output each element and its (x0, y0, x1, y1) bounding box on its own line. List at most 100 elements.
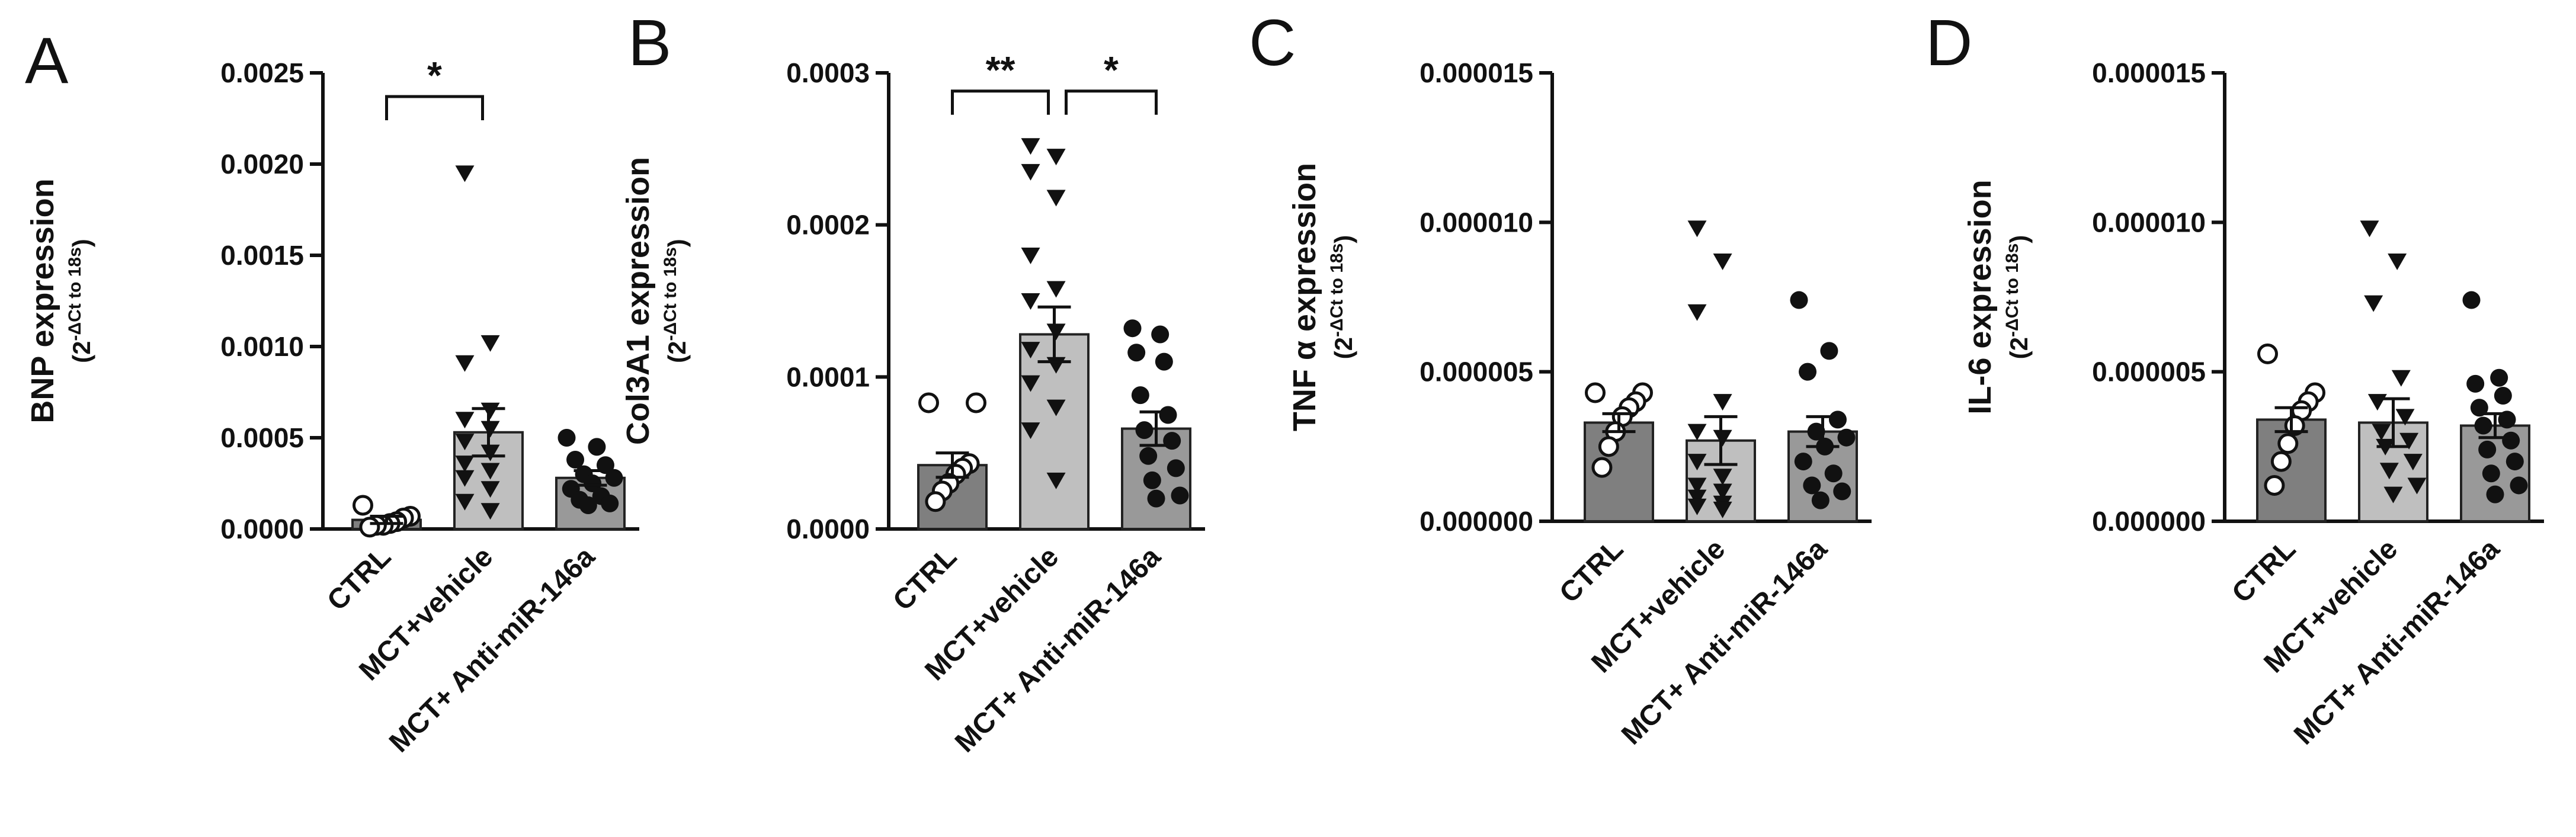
data-point (1687, 489, 1707, 506)
data-point (1687, 424, 1707, 441)
significance-label: * (1104, 49, 1119, 91)
data-point (2360, 220, 2379, 238)
significance-label: ** (986, 49, 1015, 91)
data-point (1046, 399, 1066, 416)
data-point (1820, 342, 1838, 360)
data-point (480, 402, 500, 419)
data-point (558, 429, 576, 447)
data-point (2505, 453, 2524, 471)
data-point (1167, 459, 1185, 477)
significance-label: * (427, 54, 442, 97)
y-axis-sublabel-close: ) (2005, 235, 2033, 243)
data-point (1123, 319, 1142, 338)
data-point (1713, 394, 1732, 411)
data-point (2257, 343, 2278, 364)
data-point (1021, 163, 1040, 181)
data-point (480, 335, 500, 352)
x-tick-label: CTRL (887, 541, 963, 617)
data-point (1135, 421, 1154, 440)
data-point (1021, 375, 1040, 392)
data-point (480, 503, 500, 520)
data-point (2364, 295, 2383, 312)
y-axis-sublabel-base: (2 (663, 341, 691, 363)
y-axis-sublabel: (2-ΔCt to 18s) (1327, 235, 1357, 360)
data-point (1127, 344, 1146, 362)
y-axis-sublabel-superscript: -ΔCt to 18s (65, 247, 85, 341)
data-point (1021, 342, 1040, 359)
y-tick-label: 0.0025 (220, 57, 304, 88)
panel-letter: D (1925, 7, 1972, 79)
y-axis-sublabel: (2-ΔCt to 18s) (65, 239, 95, 363)
data-point (1687, 477, 1707, 495)
y-axis-label: TNF α expression (1287, 163, 1322, 431)
data-point (455, 355, 475, 372)
y-tick-label: 0.000000 (2092, 506, 2206, 537)
data-point (353, 495, 373, 516)
data-point (918, 392, 939, 413)
x-tick-label: MCT+ Anti-miR-146a (2288, 533, 2505, 751)
data-point (1828, 411, 1847, 429)
data-point (1837, 428, 1856, 447)
data-point (2403, 454, 2423, 471)
data-point (1139, 447, 1158, 465)
data-point (455, 434, 475, 451)
data-point (1790, 291, 1808, 309)
data-point (1807, 422, 1825, 441)
data-point (2383, 486, 2403, 504)
data-point (2391, 370, 2411, 387)
data-point (1824, 464, 1843, 483)
data-point (359, 517, 380, 538)
data-point (1687, 454, 1707, 471)
data-point (1046, 323, 1066, 341)
panel-c: C 0.000000 0.000005 0.000010 0.000015 TNF α e… (1249, 7, 1872, 751)
data-point (1163, 432, 1181, 450)
y-tick-label: 0.000010 (2092, 207, 2206, 238)
panel-letter: B (628, 7, 671, 79)
data-point (1713, 483, 1732, 501)
data-point (2395, 409, 2415, 426)
data-point (588, 438, 606, 456)
y-tick-label: 0.0000 (220, 514, 304, 544)
y-tick-label: 0.0001 (786, 361, 870, 392)
y-axis-sublabel-superscript: -ΔCt to 18s (661, 247, 680, 341)
data-point (1131, 386, 1149, 405)
data-point (966, 392, 986, 413)
data-point (480, 463, 500, 480)
data-point (1046, 472, 1066, 489)
data-point (2498, 411, 2516, 429)
data-point (1147, 489, 1165, 508)
data-point (1713, 469, 1732, 486)
data-point (2367, 394, 2387, 411)
y-axis-label: BNP expression (25, 178, 60, 423)
data-point (566, 450, 585, 469)
panel-d: D 0.000000 0.000005 0.000010 0.000015 IL-6 ex… (1925, 7, 2544, 751)
data-point (605, 469, 623, 487)
data-point (2494, 387, 2512, 405)
y-axis-sublabel-superscript: -ΔCt to 18s (1327, 243, 1347, 337)
y-axis-sublabel-base: (2 (2005, 337, 2033, 359)
data-point (1143, 471, 1161, 489)
data-point (2466, 374, 2485, 393)
panel-b: B 0.0000 0.0001 0.0002 0.0003 Col3A1 expressi… (620, 7, 1205, 758)
data-point (455, 412, 475, 429)
data-point (2490, 368, 2508, 387)
y-axis-sublabel-base: (2 (68, 341, 95, 363)
panel-a: A 0.0000 0.0005 0.0010 0.0015 0.0020 0.0025 BNP… (25, 24, 639, 758)
data-point (2270, 451, 2292, 472)
data-point (2407, 477, 2427, 495)
data-point (1811, 491, 1830, 509)
data-point (2379, 463, 2399, 480)
y-axis-sublabel-close: ) (663, 239, 691, 247)
y-tick-label: 0.0015 (220, 240, 304, 271)
data-point (579, 496, 597, 514)
data-point (2399, 432, 2419, 450)
data-point (1799, 363, 1817, 381)
data-point (601, 494, 619, 512)
data-point (2264, 474, 2285, 496)
data-point (480, 481, 500, 498)
data-point (455, 470, 475, 487)
y-tick-label: 0.000010 (1420, 207, 1533, 238)
data-point (1687, 220, 1707, 238)
data-point (2486, 485, 2504, 504)
